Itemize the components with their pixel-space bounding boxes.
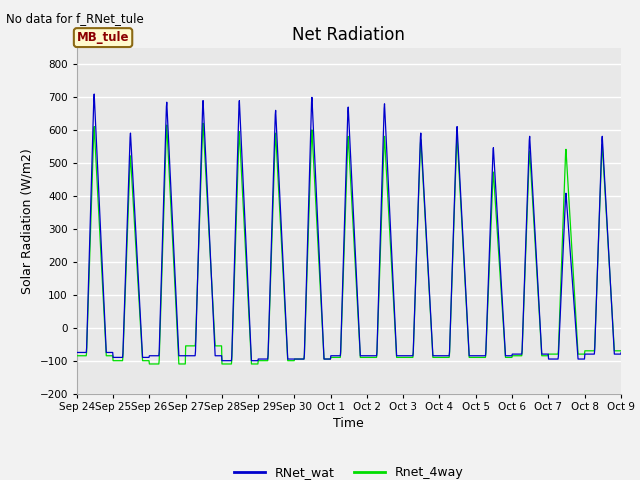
Line: Rnet_4way: Rnet_4way [77,123,640,364]
Rnet_4way [73,353,81,359]
RNet_wat [90,91,98,97]
Rnet_4way [199,120,207,126]
Rnet_4way [164,144,172,150]
RNet_wat [73,349,81,355]
X-axis label: Time: Time [333,418,364,431]
RNet_wat [589,351,597,357]
Rnet_4way [145,361,153,367]
Legend: RNet_wat, Rnet_4way: RNet_wat, Rnet_4way [229,461,468,480]
Rnet_4way [353,286,360,292]
Rnet_4way [589,348,597,354]
Rnet_4way [505,355,513,360]
Text: No data for f_RNet_tule: No data for f_RNet_tule [6,12,144,25]
Y-axis label: Solar Radiation (W/m2): Solar Radiation (W/m2) [21,148,34,294]
RNet_wat [353,276,360,281]
RNet_wat [164,123,172,129]
RNet_wat [218,358,226,363]
Text: MB_tule: MB_tule [77,31,129,44]
RNet_wat [342,184,349,190]
Title: Net Radiation: Net Radiation [292,25,405,44]
Rnet_4way [342,205,349,211]
Line: RNet_wat: RNet_wat [77,94,640,360]
RNet_wat [505,353,513,359]
